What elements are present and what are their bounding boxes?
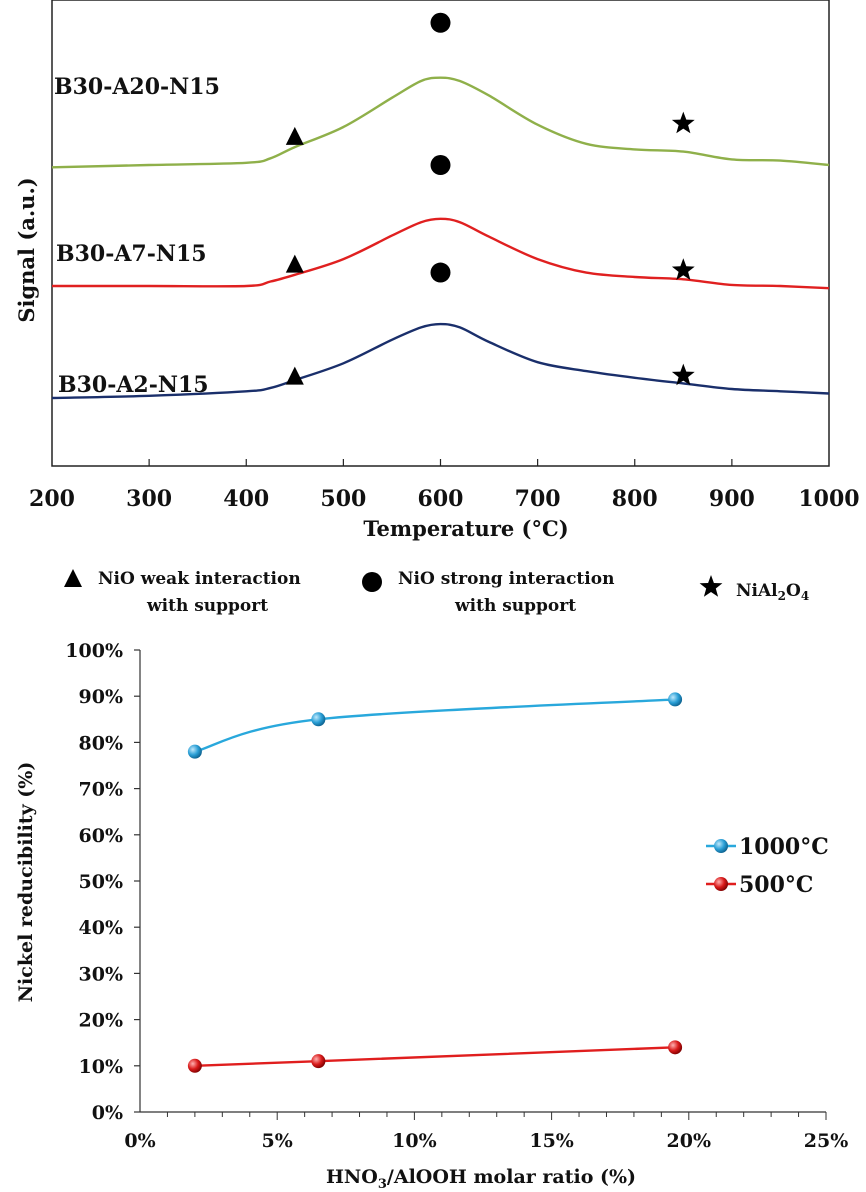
- star-marker-icon: [671, 363, 695, 386]
- x-tick-label: 1000: [798, 486, 859, 512]
- triangle-marker-icon: [285, 254, 304, 273]
- series-line-500-c: [194, 1046, 676, 1067]
- legend-star-icon: [699, 575, 723, 597]
- data-point: [668, 1040, 683, 1055]
- x-tick-label: 600: [418, 486, 464, 512]
- x-tick-label-bottom: 15%: [529, 1130, 574, 1152]
- data-point: [187, 1058, 202, 1073]
- legend-sub-4: 4: [801, 589, 809, 603]
- triangle-marker-icon: [285, 126, 304, 145]
- star-marker-icon: [671, 111, 695, 134]
- legend-o-text: O: [786, 581, 801, 601]
- circle-marker-icon: [430, 262, 451, 283]
- y-tick-label: 50%: [79, 871, 124, 893]
- curve-b30-a7-n15: [51, 217, 830, 290]
- legend-triangle-icon: [64, 569, 82, 587]
- y-tick-label: 90%: [79, 686, 124, 708]
- x-tick-label-bottom: 10%: [392, 1130, 437, 1152]
- legend-nial-text: NiAl: [736, 581, 778, 601]
- legend-500-marker: [714, 877, 728, 891]
- x-axis-ticks: 200 300 400 500 600 700 800 900 1000: [29, 459, 860, 512]
- circle-marker-icon: [430, 12, 451, 33]
- curve-label-b30-a20-n15: B30-A20-N15: [54, 74, 220, 100]
- legend-sub-2: 2: [778, 589, 786, 603]
- star-marker-icon: [671, 258, 695, 280]
- legend-weak-line1: NiO weak interaction: [98, 569, 301, 589]
- data-point: [311, 1054, 326, 1069]
- reducibility-chart: 0% 10% 20% 30% 40% 50% 60% 70% 80% 90% 100% 0% 5% 10…: [15, 640, 848, 1192]
- legend-circle-icon: [362, 572, 382, 592]
- x-tick-label-bottom: 25%: [804, 1130, 849, 1152]
- x-tick-label-bottom: 5%: [262, 1130, 293, 1152]
- tpr-legend: NiO weak interaction with support NiO st…: [64, 569, 809, 616]
- y-tick-label: 20%: [79, 1010, 124, 1032]
- legend-weak-line2: with support: [146, 596, 268, 616]
- reducibility-legend: 1000°C 500°C: [706, 834, 829, 898]
- reducibility-series: [187, 692, 683, 1073]
- triangle-marker-icon: [285, 366, 304, 385]
- y-axis-ticks: 0% 10% 20% 30% 40% 50% 60% 70% 80% 90% 100%: [65, 640, 140, 1124]
- x-tick-label: 200: [29, 486, 75, 512]
- y-tick-label: 0%: [92, 1102, 123, 1124]
- x-tick-label: 500: [320, 486, 366, 512]
- y-axis-title: Signal (a.u.): [14, 177, 39, 322]
- legend-nial2o4: NiAl2O4: [736, 581, 809, 603]
- x-title-hno: HNO: [326, 1166, 378, 1188]
- x-title-rest: /AlOOH molar ratio (%): [387, 1166, 636, 1188]
- y-tick-label: 100%: [65, 640, 123, 662]
- x-axis-ticks-bottom: 0% 5% 10% 15% 20% 25%: [124, 1112, 848, 1152]
- data-point: [311, 712, 326, 727]
- legend-500-label: 500°C: [739, 872, 813, 898]
- legend-1000-label: 1000°C: [739, 834, 829, 860]
- series-line-1000-c: [194, 698, 676, 753]
- legend-1000-marker: [714, 839, 728, 853]
- curve-b30-a2-n15: [51, 322, 830, 400]
- x-axis-title-bottom: HNO3/AlOOH molar ratio (%): [326, 1166, 636, 1192]
- y-tick-label: 40%: [79, 917, 124, 939]
- data-point: [668, 692, 683, 707]
- x-tick-label: 300: [126, 486, 172, 512]
- x-tick-label-bottom: 20%: [667, 1130, 712, 1152]
- x-tick-label-bottom: 0%: [124, 1130, 155, 1152]
- x-tick-label: 900: [709, 486, 755, 512]
- circle-marker-icon: [430, 155, 451, 176]
- tpr-curves: [51, 76, 830, 400]
- curve-b30-a20-n15: [51, 76, 830, 169]
- y-tick-label: 30%: [79, 963, 124, 985]
- legend-strong-line2: with support: [454, 596, 576, 616]
- tpr-peak-markers: [285, 12, 695, 386]
- data-point: [187, 744, 202, 759]
- curve-label-b30-a2-n15: B30-A2-N15: [58, 372, 209, 398]
- y-tick-label: 80%: [79, 732, 124, 754]
- x-axis-title: Temperature (°C): [363, 516, 568, 541]
- legend-strong-line1: NiO strong interaction: [398, 569, 614, 589]
- y-tick-label: 70%: [79, 779, 124, 801]
- tpr-chart: 200 300 400 500 600 700 800 900 1000 B30-A20-N15…: [14, 0, 860, 616]
- x-tick-label: 800: [612, 486, 658, 512]
- y-tick-label: 60%: [79, 825, 124, 847]
- y-axis-title-bottom: Nickel reducibility (%): [15, 762, 37, 1003]
- x-tick-label: 400: [223, 486, 269, 512]
- y-tick-label: 10%: [79, 1056, 124, 1078]
- x-tick-label: 700: [515, 486, 561, 512]
- x-title-sub3: 3: [378, 1177, 387, 1192]
- curve-label-b30-a7-n15: B30-A7-N15: [56, 241, 207, 267]
